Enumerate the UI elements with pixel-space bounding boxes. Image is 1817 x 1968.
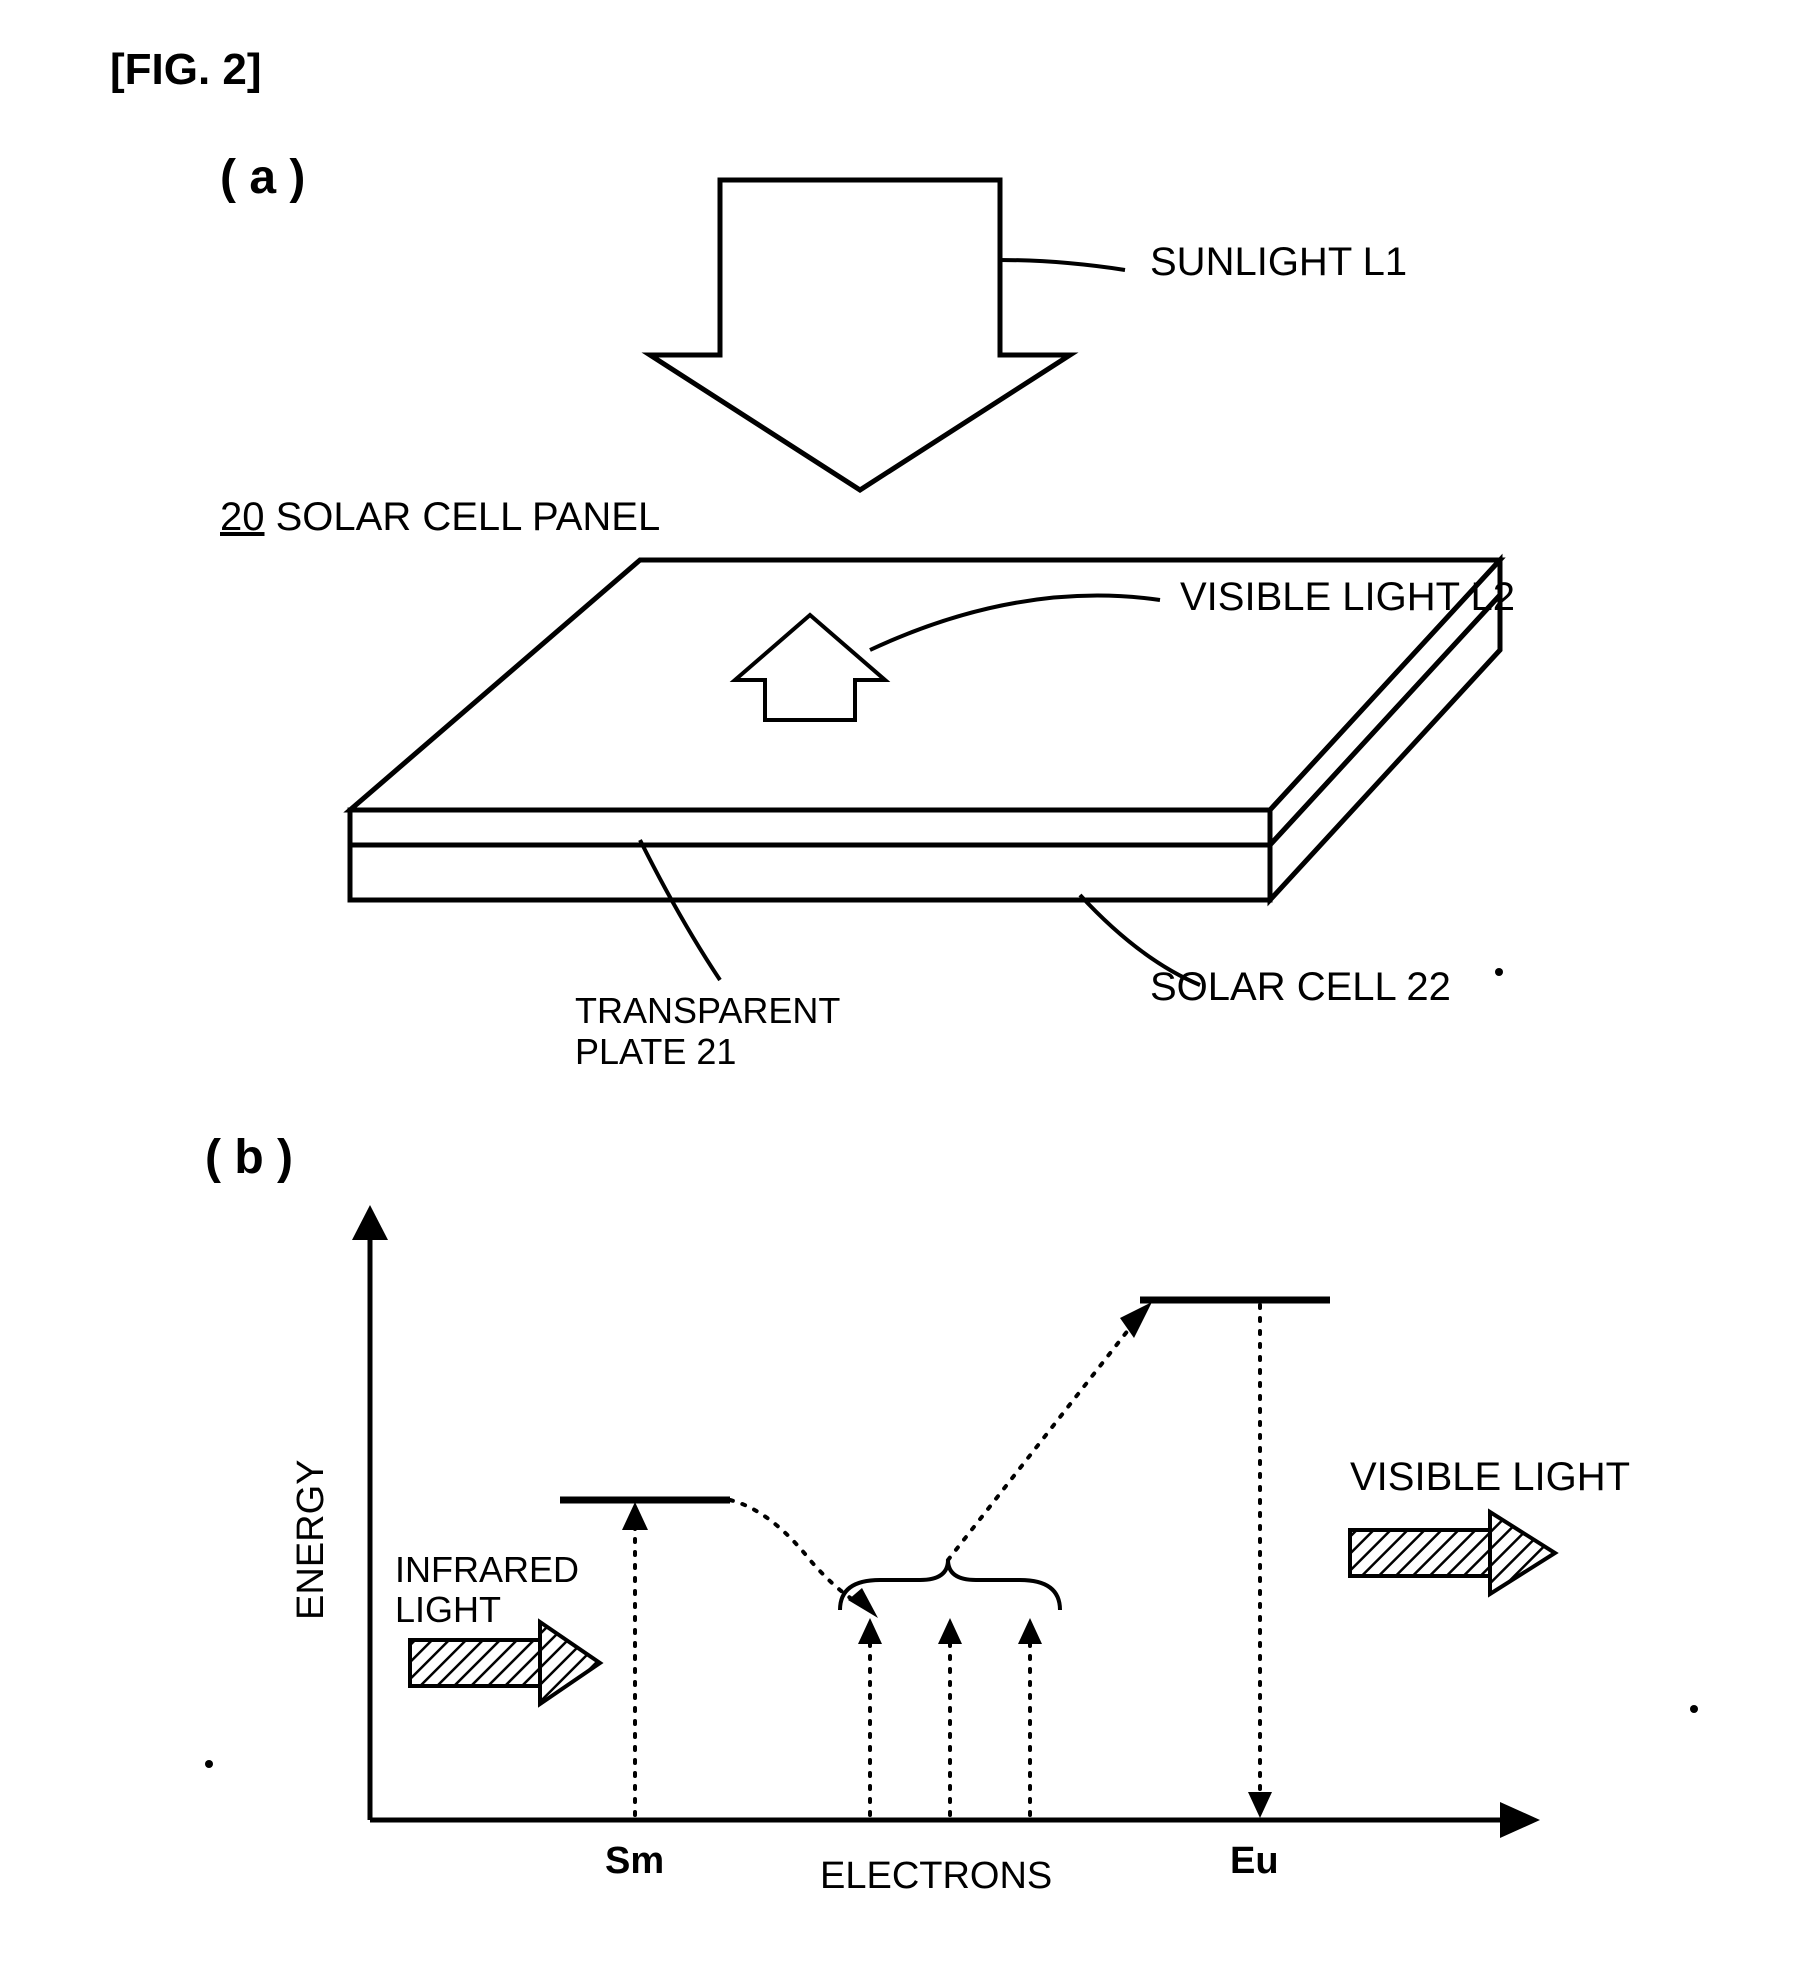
infrared-light-label: INFRARED LIGHT bbox=[395, 1550, 579, 1629]
electrons-label: ELECTRONS bbox=[820, 1855, 1052, 1898]
eu-label: Eu bbox=[1230, 1840, 1279, 1883]
dot-decor-icon bbox=[1690, 1705, 1698, 1713]
part-b-diagram bbox=[0, 0, 1817, 1968]
visible-light-label: VISIBLE LIGHT bbox=[1350, 1455, 1630, 1500]
dot-decor-icon bbox=[205, 1760, 213, 1768]
sm-label: Sm bbox=[605, 1840, 664, 1883]
y-axis-label: ENERGY bbox=[290, 1460, 333, 1620]
